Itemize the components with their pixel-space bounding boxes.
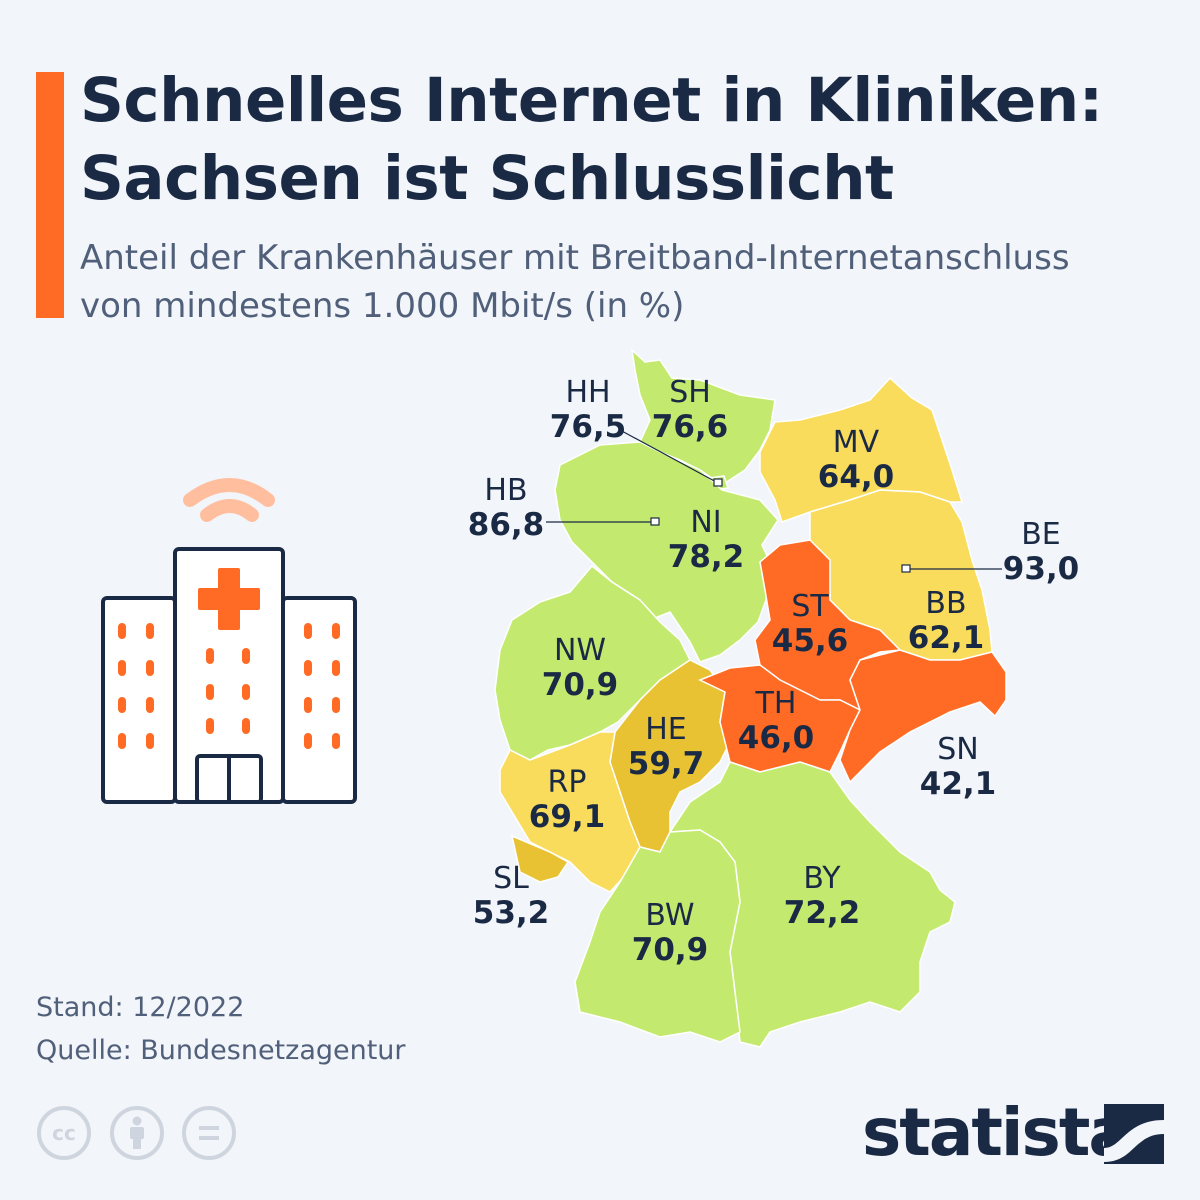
label-HE: HE 59,7 <box>627 712 705 782</box>
subtitle: Anteil der Krankenhäuser mit Breitband-I… <box>80 234 1070 330</box>
marker-BE <box>901 564 911 573</box>
region-SH <box>630 348 776 486</box>
region-SL <box>510 834 570 883</box>
title-line-2: Sachsen ist Schlusslicht <box>80 143 894 214</box>
accent-bar <box>36 72 64 318</box>
no-derivatives-icon[interactable] <box>182 1106 236 1160</box>
brand-text: statista <box>862 1094 1133 1171</box>
subtitle-line-1: Anteil der Krankenhäuser mit Breitband-I… <box>80 238 1070 278</box>
marker-HH <box>713 478 723 487</box>
person-icon <box>130 1116 144 1149</box>
label-ST: ST 45,6 <box>771 589 849 659</box>
label-SH: SH 76,6 <box>651 375 729 445</box>
label-RP: RP 69,1 <box>528 765 606 835</box>
label-BY: BY 72,2 <box>783 861 861 931</box>
label-BE: BE 93,0 <box>1002 517 1080 587</box>
marker-HB <box>650 517 660 526</box>
label-SN: SN 42,1 <box>919 732 997 802</box>
source: Quelle: Bundesnetzagentur <box>36 1035 406 1066</box>
attribution-icon[interactable] <box>110 1106 164 1160</box>
hospital-wifi-icon <box>101 478 357 804</box>
label-BB: BB 62,1 <box>907 586 985 656</box>
title-line-1: Schnelles Internet in Kliniken: <box>80 65 1103 136</box>
statista-logo-icon <box>1104 1104 1164 1164</box>
region-BW <box>574 829 741 1043</box>
label-MV: MV 64,0 <box>817 425 895 495</box>
equals-icon <box>199 1126 219 1140</box>
stand-date: Stand: 12/2022 <box>36 992 245 1023</box>
label-HH: HH 76,5 <box>549 375 627 445</box>
label-TH: TH 46,0 <box>737 686 815 756</box>
subtitle-line-2: von mindestens 1.000 Mbit/s (in %) <box>80 286 685 326</box>
label-SL: SL 53,2 <box>472 861 550 931</box>
page-title: Schnelles Internet in Kliniken: Sachsen … <box>80 62 1103 218</box>
region-MV <box>759 376 964 523</box>
label-NW: NW 70,9 <box>541 633 619 703</box>
creative-commons-icon[interactable]: cc <box>37 1106 91 1160</box>
label-NI: NI 78,2 <box>667 505 745 575</box>
label-HB: HB 86,8 <box>467 473 545 543</box>
cc-text: cc <box>52 1121 76 1145</box>
statista-logo[interactable]: statista <box>862 1094 1133 1171</box>
leader-line-HH <box>619 429 719 484</box>
label-BW: BW 70,9 <box>631 898 709 968</box>
region-SN <box>839 649 1007 784</box>
region-NI <box>554 441 779 663</box>
